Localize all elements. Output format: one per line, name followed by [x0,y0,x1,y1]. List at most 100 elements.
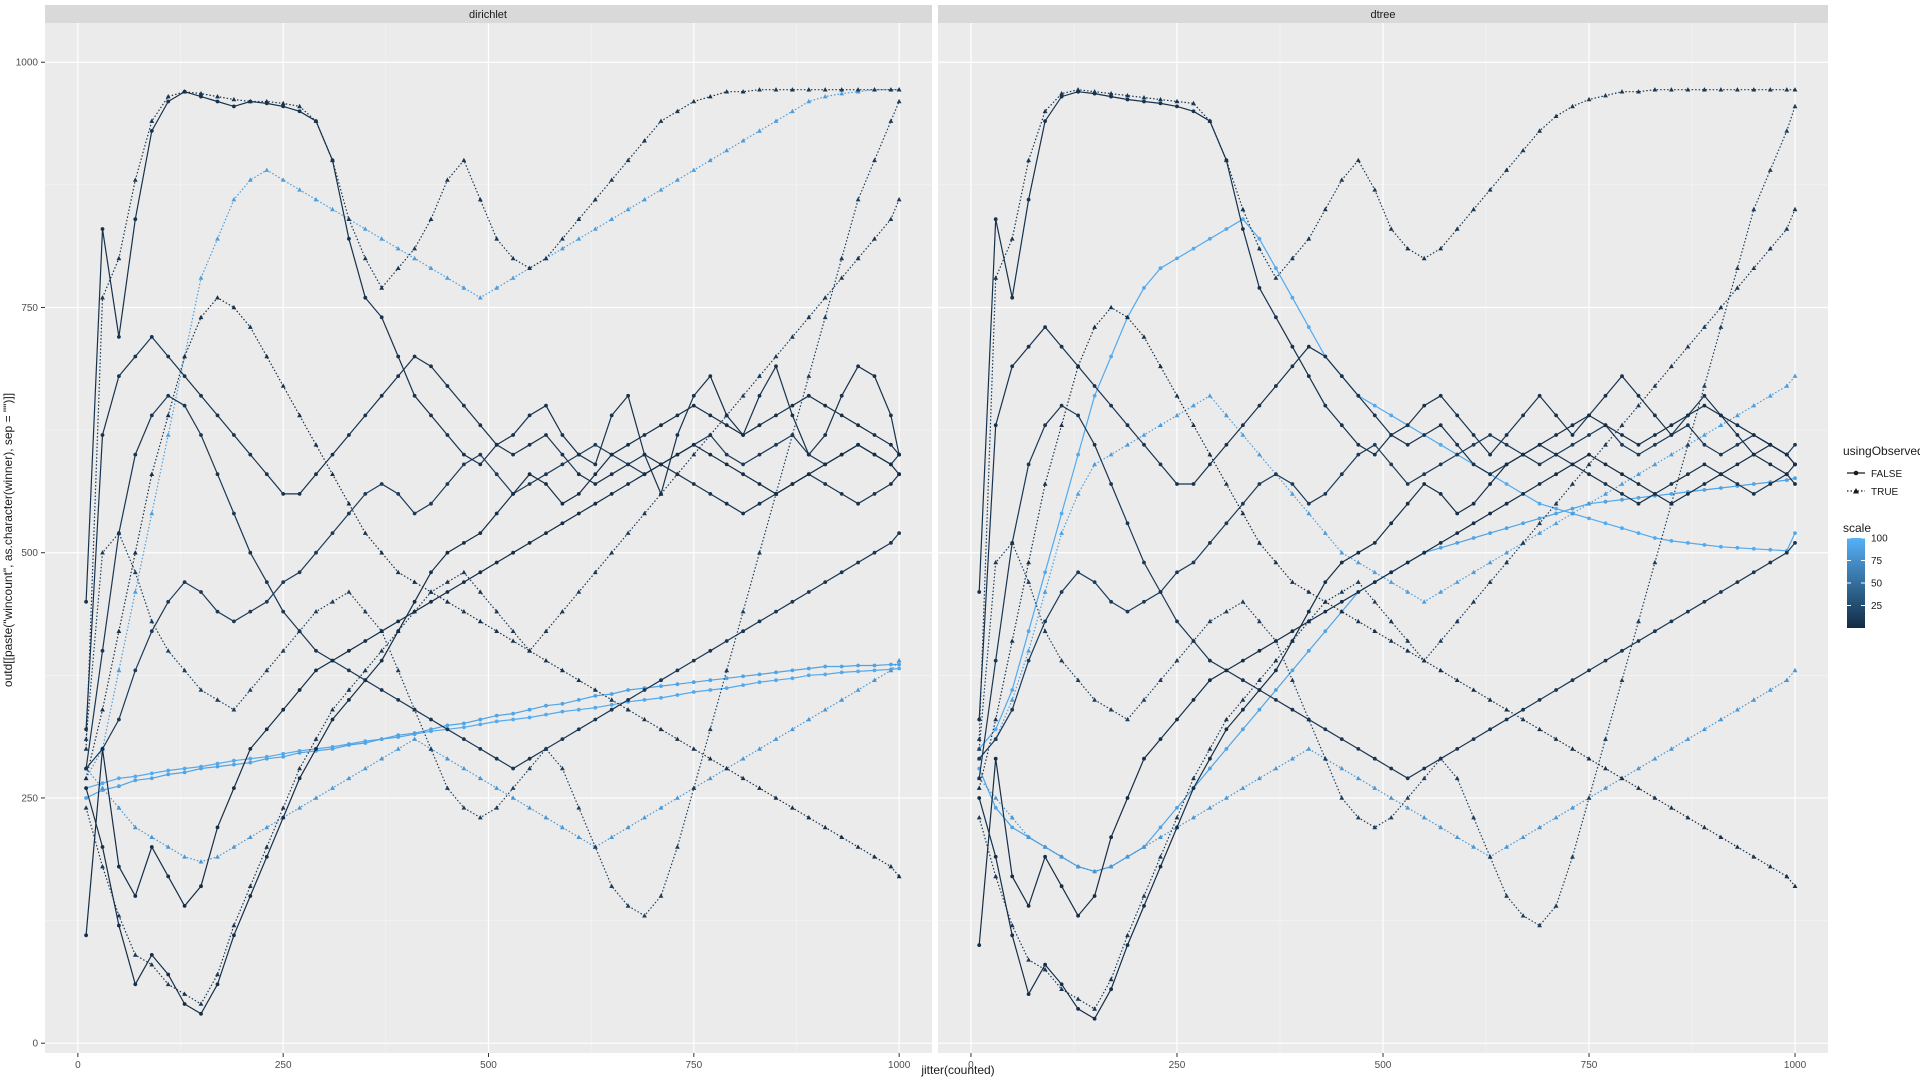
data-point-triangle [1207,618,1213,624]
data-point-circle [412,707,417,712]
series-observed [83,197,902,1006]
data-point-circle [1570,433,1575,437]
data-point-triangle [1718,324,1724,329]
data-point-circle [1059,403,1064,408]
data-point-triangle [1141,95,1147,100]
data-point-circle [544,703,548,708]
data-point-triangle [1537,520,1542,526]
data-point-triangle [1026,579,1031,584]
data-point-triangle [1685,736,1691,741]
series-group-dirichlet [83,87,902,1016]
data-point-triangle [1158,363,1163,369]
data-point-circle [1026,629,1031,634]
data-point-triangle [872,854,877,859]
data-point-triangle [1042,628,1048,633]
data-point-circle [1026,658,1031,663]
data-point-triangle [527,648,532,653]
data-point-circle [774,413,778,418]
data-point-circle [1026,904,1031,908]
data-point-triangle [116,805,122,810]
data-point-triangle [1405,638,1411,643]
data-point-triangle [1355,618,1361,624]
data-point-triangle [198,687,204,692]
data-point-circle [1010,874,1015,879]
data-point-triangle [1718,716,1724,722]
data-point-triangle [1355,559,1361,565]
data-point-circle [774,492,778,496]
data-point-circle [560,709,565,714]
data-point-circle [872,668,877,673]
data-point-circle [1438,492,1443,496]
series-observed [976,206,1798,1011]
data-point-triangle [1273,559,1279,565]
data-point-triangle [658,805,664,810]
data-point-circle [1636,482,1641,486]
data-point-circle [149,953,154,957]
data-point-circle [1504,501,1509,506]
data-point-circle [593,694,598,698]
series-unobserved [84,393,901,771]
data-point-triangle [724,765,730,771]
data-point-circle [790,482,795,486]
data-point-circle [281,492,286,496]
data-point-circle [478,462,483,467]
data-point-circle [330,658,335,663]
data-point-triangle [1322,599,1328,604]
data-point-triangle [576,236,582,241]
data-point-circle [626,442,630,447]
data-point-triangle [100,864,105,869]
data-point-circle [897,662,901,667]
data-point-circle [100,781,105,786]
data-point-triangle [675,108,680,114]
data-point-triangle [1059,530,1064,535]
data-point-triangle [1520,913,1526,918]
panel-dtree: dtree [938,5,1828,1053]
data-point-triangle [132,952,138,957]
data-point-triangle [625,157,631,163]
series-unobserved [977,403,1797,781]
data-point-triangle [740,138,746,143]
data-point-triangle [461,285,467,290]
data-point-triangle [494,805,500,810]
data-point-circle [1026,344,1031,349]
data-point-triangle [346,216,352,221]
data-point-triangle [494,236,500,241]
data-point-triangle [1257,540,1262,545]
data-point-triangle [1026,559,1031,565]
data-point-triangle [1702,324,1707,329]
data-point-circle [1570,423,1575,428]
data-point-triangle [461,765,467,771]
data-point-triangle [1108,91,1114,96]
data-point-triangle [1603,765,1608,771]
data-point-circle [1537,393,1542,398]
data-point-circle [100,227,105,231]
data-point-triangle [1372,599,1378,604]
series-observed [976,304,1798,888]
data-point-triangle [707,157,713,163]
data-point-triangle [1669,805,1674,810]
data-point-triangle [691,167,697,172]
data-point-triangle [527,765,532,771]
data-point-circle [806,673,811,678]
data-point-triangle [1405,795,1411,800]
data-point-circle [1702,442,1707,447]
data-point-triangle [1619,89,1625,94]
data-point-triangle [477,589,483,594]
data-point-triangle [1355,815,1361,820]
data-point-circle [1636,495,1641,500]
data-point-triangle [658,893,664,898]
data-point-circle [1488,511,1492,516]
data-point-triangle [1792,667,1798,673]
data-point-circle [724,452,729,457]
data-point-circle [642,433,647,437]
data-point-circle [1092,894,1097,898]
data-point-triangle [1191,403,1196,408]
data-point-circle [297,109,302,114]
data-point-circle [412,609,417,614]
data-point-circle [872,433,877,437]
data-point-triangle [1685,815,1691,820]
data-point-triangle [993,716,999,722]
data-point-circle [1208,462,1212,467]
data-point-circle [117,717,121,722]
data-point-circle [1488,727,1492,732]
